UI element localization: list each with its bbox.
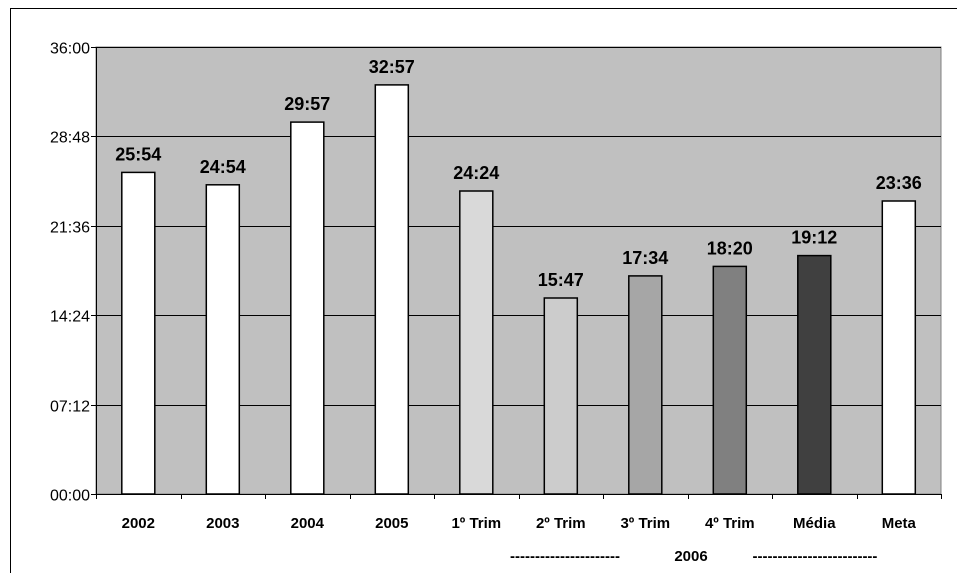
y-tick-label: 14:24 (50, 309, 90, 326)
bar (543, 297, 579, 495)
bar (797, 254, 832, 495)
bar (712, 265, 748, 495)
bar (121, 171, 156, 495)
data-label: 18:20 (707, 238, 753, 258)
data-label: 15:47 (538, 270, 584, 290)
data-label: 32:57 (369, 57, 415, 77)
y-tick-label: 28:48 (50, 130, 90, 147)
group-label: ---------------------- 2006 ------------… (510, 548, 877, 565)
x-tick-label: 2005 (375, 515, 408, 532)
data-label: 19:12 (791, 228, 837, 248)
data-label: 23:36 (876, 173, 922, 193)
bar (374, 84, 410, 495)
x-tick-label: Média (793, 515, 836, 532)
y-axis-ticks: 00:00 07:12 14:24 21:36 28:48 36:00 (50, 41, 96, 505)
y-tick-label: 07:12 (50, 399, 90, 416)
x-tick-label: 2º Trim (536, 515, 586, 532)
x-axis-labels: 2002 2003 2004 2005 1º Trim 2º Trim 3º Trim 4º … (122, 515, 917, 532)
data-label: 24:24 (453, 163, 499, 183)
x-tick-label: 2002 (122, 515, 155, 532)
bar (205, 184, 241, 495)
group-label-right-dashes: ------------------------- (753, 548, 878, 565)
x-tick-label: 2003 (206, 515, 239, 532)
x-tick-label: 3º Trim (620, 515, 670, 532)
data-label: 25:54 (115, 144, 161, 164)
x-tick-label: Meta (882, 515, 917, 532)
bar (459, 190, 494, 495)
x-tick-label: 1º Trim (451, 515, 501, 532)
y-tick-label: 00:00 (50, 488, 90, 505)
data-labels: 25:54 24:54 29:57 32:57 24:24 15:47 17:34 18:20… (115, 57, 922, 290)
y-tick-label: 36:00 (50, 41, 90, 58)
data-label: 29:57 (284, 94, 330, 114)
bars (121, 84, 917, 495)
bar (628, 275, 663, 495)
x-tick-label: 2004 (291, 515, 325, 532)
group-label-text: 2006 (674, 548, 707, 565)
data-label: 24:54 (200, 157, 246, 177)
x-tick-label: 4º Trim (705, 515, 755, 532)
bar (881, 200, 917, 495)
group-label-left-dashes: ---------------------- (510, 548, 620, 565)
chart-frame (10, 8, 957, 573)
bar (290, 121, 325, 495)
y-tick-label: 21:36 (50, 220, 90, 237)
data-label: 17:34 (622, 248, 668, 268)
